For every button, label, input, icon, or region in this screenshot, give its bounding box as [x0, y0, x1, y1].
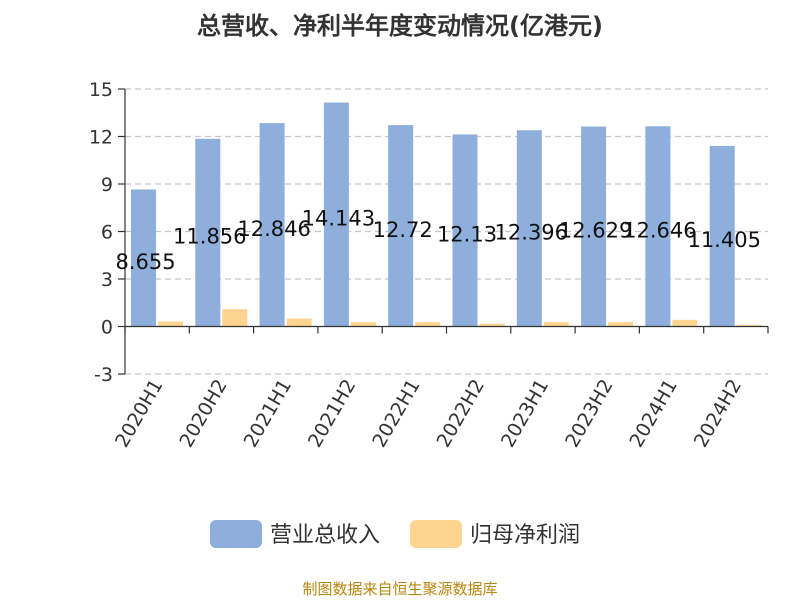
x-tick-label: 2020H2: [175, 376, 231, 452]
revenue-bar: [452, 134, 478, 327]
x-tick-label: 2023H1: [497, 376, 553, 452]
legend: 营业总收入 归母净利润: [210, 520, 580, 548]
revenue-bar: [131, 189, 156, 327]
revenue-bar: [709, 145, 735, 327]
x-tick-label: 2024H1: [625, 376, 681, 452]
x-tick-label: 2021H2: [304, 376, 360, 452]
x-tick-label: 2022H2: [433, 376, 489, 452]
x-tick-label: 2020H1: [111, 376, 167, 452]
y-tick-label: -3: [94, 364, 113, 386]
revenue-bar: [516, 130, 542, 327]
revenue-bar: [645, 126, 671, 327]
x-axis: 2020H1 2020H2 2021H1 2021H2 2022H1 2022H2 2023…: [111, 325, 769, 452]
data-label: 12.396: [495, 220, 568, 244]
net-profit-bar: [286, 318, 312, 327]
y-tick-label: 0: [101, 317, 113, 339]
bars: [131, 102, 762, 327]
revenue-bar: [195, 138, 221, 327]
x-tick-label: 2022H1: [368, 376, 424, 452]
legend-swatch: [210, 520, 262, 548]
y-tick-label: 9: [101, 174, 113, 196]
revenue-bar: [323, 102, 349, 327]
x-tick-label: 2021H1: [240, 376, 296, 452]
revenue-bar: [388, 125, 414, 327]
net-profit-bar: [479, 323, 505, 327]
data-label: 12.846: [237, 217, 310, 241]
net-profit-bar: [543, 322, 569, 327]
data-label: 11.856: [173, 225, 246, 249]
net-profit-bar: [222, 309, 248, 327]
net-profit-bar: [608, 322, 634, 327]
data-label: 12.646: [623, 218, 696, 242]
y-tick-label: 6: [101, 222, 113, 244]
net-profit-bar: [736, 324, 762, 327]
y-tick-label: 15: [89, 79, 113, 101]
net-profit-bar: [158, 321, 183, 327]
legend-label: 归母净利润: [470, 523, 580, 548]
data-label: 12.629: [559, 219, 632, 243]
data-label: 12.13: [437, 222, 497, 246]
chart-title: 总营收、净利半年度变动情况(亿港元): [197, 12, 603, 40]
legend-label: 营业总收入: [270, 523, 380, 548]
revenue-bar: [259, 123, 285, 327]
y-axis: -3 0 3 6 9 12 15: [89, 79, 126, 386]
net-profit-bar: [350, 322, 376, 327]
x-tick-label: 2023H2: [561, 376, 617, 452]
data-label: 12.72: [373, 218, 433, 242]
data-label: 11.405: [687, 228, 760, 252]
net-profit-bar: [415, 322, 441, 327]
data-label: 8.655: [115, 250, 175, 274]
data-label: 14.143: [302, 207, 375, 231]
revenue-bar: [581, 126, 607, 327]
source-note: 制图数据来自恒生聚源数据库: [302, 580, 498, 598]
y-tick-label: 12: [89, 127, 113, 149]
y-tick-label: 3: [101, 269, 113, 291]
legend-swatch: [410, 520, 462, 548]
net-profit-bar: [672, 319, 698, 327]
x-tick-label: 2024H2: [690, 376, 746, 452]
